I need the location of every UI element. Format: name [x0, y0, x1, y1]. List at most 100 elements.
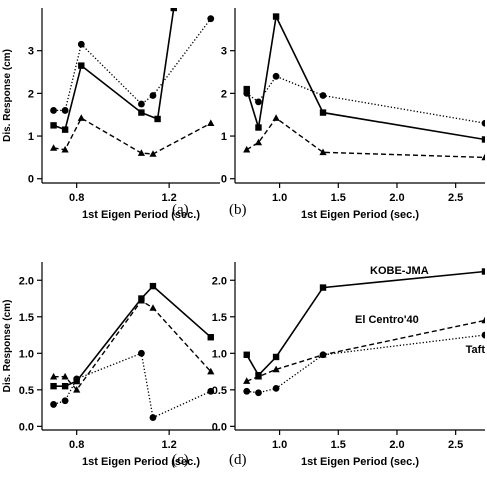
data-point-square: [243, 85, 250, 93]
series-line-circle: [53, 352, 212, 419]
x-tick-label: 1.2: [161, 192, 176, 204]
series-line-triangle: [53, 117, 212, 155]
data-point-triangle: [61, 372, 69, 380]
data-point-triangle: [73, 386, 81, 393]
data-point-circle: [243, 89, 251, 97]
series-line-square: [53, 284, 212, 388]
x-tick-label: 0.8: [69, 192, 84, 204]
data-point-circle: [50, 107, 57, 114]
y-axis-label: Dis. Response (cm): [2, 300, 13, 393]
panel-label: (d): [229, 452, 247, 468]
y-tick-label: 0.5: [212, 385, 227, 397]
series-line-square: [53, 8, 175, 131]
data-point-circle: [272, 72, 280, 80]
x-tick-label: 1.2: [161, 439, 176, 451]
panel-3: 0.0 0.5 1.0 1.5 2.0 1.0 1.5 2.0 2.5 1st Eigen Per…: [212, 262, 486, 468]
data-point-square: [319, 109, 327, 116]
data-point-square: [170, 8, 177, 12]
data-point-triangle: [207, 119, 215, 126]
series-line-triangle: [246, 319, 485, 382]
data-point-circle: [243, 387, 251, 395]
data-point-circle: [73, 375, 81, 383]
data-point-circle: [61, 107, 69, 114]
y-tick-label: 0: [221, 174, 227, 186]
x-tick-label: 1.0: [272, 192, 287, 204]
data-point-triangle: [149, 304, 157, 311]
panel-0: 0 1 2 3 0.8 1.2 1st Eigen Period (sec.) Dis. Re…: [2, 8, 220, 221]
x-tick-label: 1.5: [331, 192, 346, 204]
data-point-triangle: [137, 296, 145, 304]
data-point-square: [50, 382, 57, 390]
data-point-triangle: [61, 145, 69, 153]
x-tick-label: 2.0: [389, 439, 404, 451]
data-point-circle: [138, 349, 145, 357]
series-annotation: Taft: [466, 344, 486, 356]
data-point-square: [319, 284, 327, 291]
y-axis-label: Dis. Response (cm): [2, 49, 13, 142]
x-tick-label: 2.0: [389, 192, 404, 204]
y-tick-label: 1.5: [212, 312, 227, 324]
series-annotation: KOBE-JMA: [370, 265, 429, 277]
x-tick-label: 0.8: [69, 439, 84, 451]
series-annotation: El Centro'40: [355, 314, 419, 326]
data-point-square: [272, 353, 280, 361]
x-axis-label: 1st Eigen Period (sec.): [301, 209, 419, 221]
plot-area: [50, 8, 215, 157]
y-tick-label: 2.0: [19, 275, 34, 287]
panel-label: (b): [229, 202, 247, 218]
data-point-circle: [149, 92, 157, 99]
x-axis-label: 1st Eigen Period (sec.): [82, 456, 200, 468]
data-point-circle: [481, 119, 485, 127]
data-point-triangle: [319, 148, 327, 156]
x-tick-label: 1.0: [272, 439, 287, 451]
panel-1: 0 1 2 3 1.0 1.5 2.0 2.5 1st Eigen Period (sec.) (…: [221, 8, 485, 221]
data-point-square: [149, 282, 157, 290]
data-point-square: [255, 124, 262, 131]
plot-area: [50, 282, 215, 421]
data-point-square: [243, 351, 250, 358]
series-line-circle: [246, 75, 485, 124]
data-point-square: [481, 136, 485, 143]
series-line-square: [245, 13, 485, 141]
y-tick-label: 2: [221, 88, 227, 100]
data-point-triangle: [137, 149, 145, 156]
x-axis-label: 1st Eigen Period (sec.): [82, 209, 200, 221]
data-point-circle: [149, 414, 157, 421]
panel-2: 0.0 0.5 1.0 1.5 2.0 0.8 1.2 1st Eigen Period (s…: [2, 262, 220, 468]
data-point-square: [50, 122, 57, 129]
y-tick-label: 2: [28, 88, 34, 100]
y-tick-label: 1.0: [19, 348, 34, 360]
data-point-triangle: [272, 114, 280, 121]
data-point-triangle: [149, 150, 157, 157]
panel-label: (a): [172, 202, 189, 218]
data-point-circle: [319, 92, 327, 99]
data-point-circle: [255, 98, 262, 106]
y-tick-label: 3: [28, 46, 34, 58]
data-point-triangle: [481, 153, 485, 161]
data-point-circle: [207, 387, 215, 395]
x-axis-label: 1st Eigen Period (sec.): [301, 456, 419, 468]
data-point-triangle: [243, 377, 251, 384]
series-line-triangle: [246, 117, 485, 159]
series-line-circle: [53, 18, 212, 112]
data-point-triangle: [319, 351, 327, 358]
y-tick-label: 2.0: [212, 275, 227, 287]
data-point-circle: [77, 40, 85, 48]
y-tick-label: 0: [28, 174, 34, 186]
y-tick-label: 1.5: [19, 312, 34, 324]
data-point-triangle: [254, 138, 263, 146]
data-point-triangle: [272, 365, 280, 373]
x-tick-label: 2.5: [448, 192, 463, 204]
panel-label: (c): [172, 452, 189, 468]
y-tick-label: 1: [221, 131, 227, 143]
series-line-circle: [246, 334, 485, 394]
y-tick-label: 0.0: [19, 421, 34, 433]
data-point-square: [207, 334, 214, 341]
plot-area: [243, 13, 485, 161]
data-point-square: [138, 109, 145, 116]
data-point-circle: [255, 389, 262, 397]
data-point-square: [61, 126, 69, 133]
data-point-triangle: [254, 372, 263, 380]
data-point-circle: [61, 397, 69, 405]
